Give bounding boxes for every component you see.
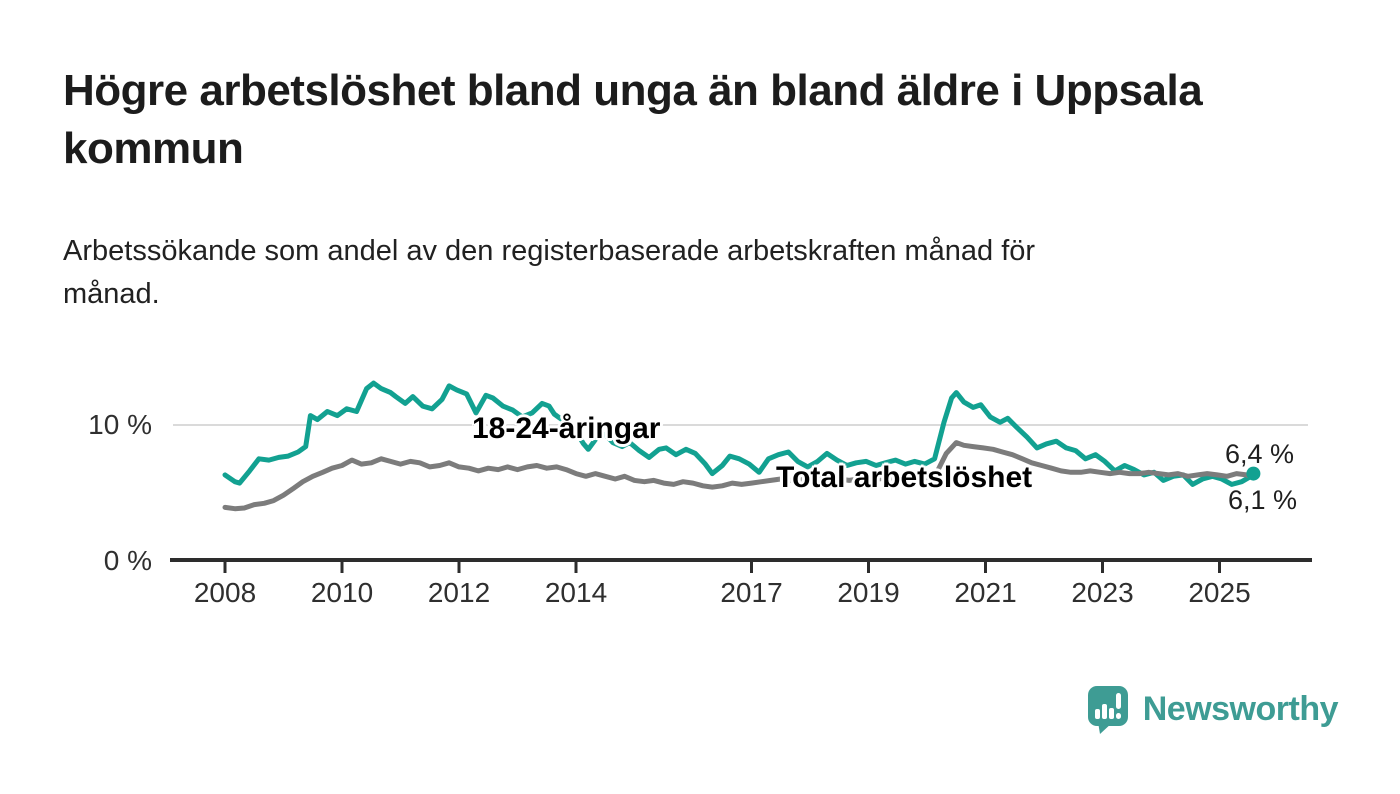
series-total-line bbox=[222, 440, 1256, 512]
x-tick-label: 2021 bbox=[954, 577, 1017, 608]
x-tick-label: 2010 bbox=[310, 577, 374, 608]
x-tick-label: 2017 bbox=[720, 577, 783, 608]
x-tick-label: 2019 bbox=[837, 577, 900, 608]
page-title-line2: kommun bbox=[63, 124, 244, 173]
series-label-youth: 18-24-åringar bbox=[472, 412, 661, 445]
series-youth-end-dot bbox=[1246, 466, 1261, 481]
x-tick-label: 2012 bbox=[427, 577, 491, 608]
newsworthy-brand-text: Newsworthy bbox=[1142, 689, 1339, 728]
chart-subtitle-line2: månad. bbox=[63, 278, 160, 310]
newsworthy-brand: Newsworthy bbox=[1086, 684, 1339, 734]
series-label-total: Total arbetslöshet bbox=[776, 461, 1033, 494]
y-tick-label-0: 0 % bbox=[103, 545, 152, 576]
y-tick-label-10: 10 % bbox=[88, 409, 152, 440]
x-tick-label: 2025 bbox=[1188, 577, 1251, 608]
x-axis-tick-marks bbox=[223, 560, 1221, 573]
series-youth-line bbox=[222, 380, 1256, 487]
end-value-label-youth: 6,4 % bbox=[1225, 439, 1295, 469]
page-title: Högre arbetslöshet bland unga än bland ä… bbox=[63, 62, 1203, 178]
chart-subtitle: Arbetssökande som andel av den registerb… bbox=[63, 230, 1035, 316]
chart-subtitle-line1: Arbetssökande som andel av den registerb… bbox=[63, 235, 1036, 267]
x-tick-label: 2014 bbox=[544, 577, 608, 608]
end-value-label-total: 6,1 % bbox=[1228, 485, 1298, 515]
x-tick-label: 2023 bbox=[1071, 577, 1134, 608]
x-tick-label: 2008 bbox=[193, 577, 257, 608]
newsworthy-logo-icon bbox=[1087, 686, 1128, 734]
page-title-line1: Högre arbetslöshet bland unga än bland ä… bbox=[63, 66, 1203, 115]
